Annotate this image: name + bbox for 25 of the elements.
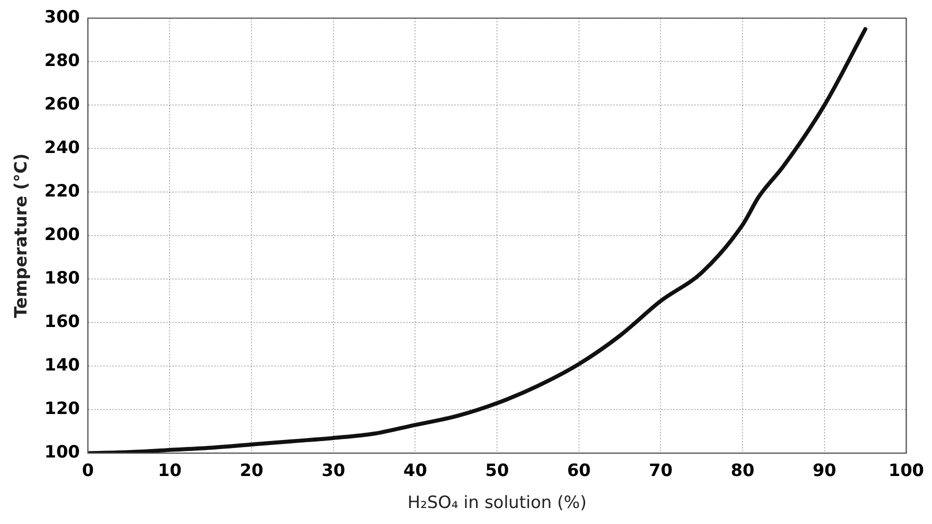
y-tick-label: 200 (44, 225, 80, 246)
x-tick-label: 60 (567, 460, 591, 481)
y-tick-label: 100 (44, 442, 80, 463)
x-tick-label: 10 (158, 460, 182, 481)
y-tick-label: 260 (44, 94, 80, 115)
y-tick-label: 280 (44, 51, 80, 72)
x-tick-label: 40 (403, 460, 428, 481)
x-tick-label: 80 (730, 460, 755, 481)
x-axis-title: H₂SO₄ in solution (%) (408, 493, 587, 514)
y-tick-label: 180 (44, 268, 80, 289)
y-tick-label: 300 (44, 8, 80, 28)
y-tick-label: 160 (44, 312, 80, 332)
x-tick-label: 50 (485, 460, 510, 481)
x-tick-label: 90 (812, 460, 836, 481)
x-tick-label: 20 (240, 460, 264, 481)
y-tick-label: 120 (44, 399, 80, 420)
y-tick-label: 240 (44, 138, 80, 158)
x-tick-label: 70 (648, 460, 673, 481)
x-tick-label: 30 (322, 460, 346, 481)
x-tick-label: 100 (888, 460, 924, 481)
line-series (88, 27, 868, 454)
x-tick-label: 0 (82, 460, 94, 481)
y-axis-title: Temperature (°C) (12, 153, 32, 318)
y-tick-label: 220 (44, 182, 80, 202)
y-tick-label: 140 (44, 356, 80, 376)
